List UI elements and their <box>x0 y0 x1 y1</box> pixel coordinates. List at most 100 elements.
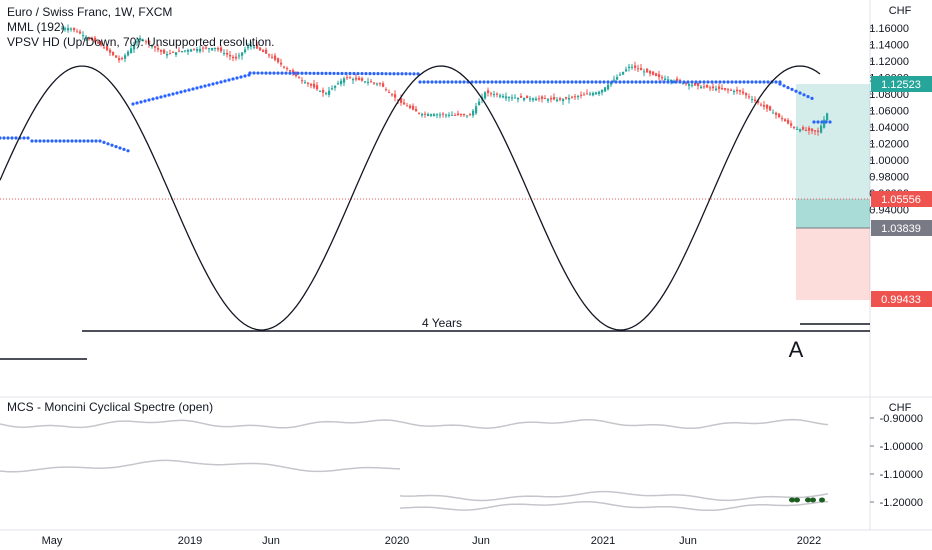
mml-dot <box>578 80 582 84</box>
candle-down <box>442 113 445 115</box>
candle-up <box>253 46 256 48</box>
candle-down <box>322 89 325 93</box>
candle-down <box>280 62 283 65</box>
mml-dot <box>256 71 260 75</box>
candle-up <box>514 97 517 99</box>
indicator-tick-label: -1.20000 <box>880 497 923 509</box>
mml-dot <box>782 84 786 88</box>
candle-down <box>454 114 457 116</box>
indicator-legend[interactable]: MCS - Moncini Cyclical Spectre (open) <box>7 400 214 414</box>
indicator-lines <box>0 418 829 512</box>
candle-down <box>802 127 805 130</box>
candle-up <box>622 71 625 75</box>
indicator-line-4 <box>399 500 829 512</box>
mml-dot <box>666 80 670 84</box>
candle-down <box>559 98 562 100</box>
candle-down <box>100 42 103 46</box>
candle-up <box>607 84 610 90</box>
mml-dot <box>642 80 646 84</box>
mml-dot <box>50 139 54 143</box>
mml-dot <box>264 71 268 75</box>
time-axis[interactable]: May 2019 Jun 2020 Jun 2021 Jun 2022 <box>42 535 822 547</box>
candle-down <box>73 27 76 31</box>
currency-label: CHF <box>889 5 912 17</box>
mml-dot <box>418 80 422 84</box>
svg-text:1.05556: 1.05556 <box>881 194 921 206</box>
candle-up <box>136 41 139 43</box>
candle-down <box>463 113 466 116</box>
mml-dot <box>171 92 175 96</box>
candle-down <box>232 56 235 59</box>
mml-dot <box>328 71 332 75</box>
mml-dot <box>816 120 820 124</box>
candle-up <box>556 99 559 102</box>
candle-down <box>766 104 769 109</box>
mml-dot <box>340 71 344 76</box>
candle-up <box>691 84 694 86</box>
candle-up <box>184 50 187 52</box>
mml-dot <box>522 80 526 84</box>
candle-down <box>580 94 583 96</box>
marker-a: A <box>789 337 804 362</box>
stop-zone[interactable] <box>796 228 870 300</box>
mml-dot <box>590 80 594 84</box>
symbol-title[interactable]: Euro / Swiss Franc, 1W, FXCM <box>7 5 173 19</box>
candle-up <box>517 97 520 100</box>
indicator-axis[interactable]: -0.90000 -1.00000 -1.10000 -1.20000 <box>870 413 923 509</box>
mml-dot <box>139 100 143 104</box>
candle-down <box>160 49 163 52</box>
mml-dot <box>26 136 30 140</box>
candle-down <box>388 92 391 94</box>
candle-up <box>592 92 595 96</box>
indicator-signal-dot <box>819 497 825 503</box>
candle-down <box>298 77 301 79</box>
mml-dot <box>718 80 722 84</box>
mml-dot <box>6 136 10 140</box>
mml-dot <box>746 80 750 84</box>
mml-legend[interactable]: MML (192) <box>7 20 65 34</box>
mml-dot <box>215 81 219 85</box>
mml-dot <box>163 94 167 98</box>
candle-up <box>604 87 607 92</box>
candle-down <box>538 98 541 100</box>
mml-dot <box>494 80 498 84</box>
candle-up <box>499 95 502 97</box>
mml-dot <box>211 82 215 86</box>
candle-down <box>724 88 727 90</box>
mml-dot <box>90 139 94 143</box>
target-zone[interactable] <box>796 84 870 228</box>
candle-down <box>307 82 310 84</box>
mml-dot <box>774 80 778 84</box>
mml-dot <box>114 145 118 149</box>
cycle-curve[interactable] <box>0 65 821 331</box>
candle-down <box>169 53 172 55</box>
mml-dot <box>78 139 82 143</box>
candle-down <box>718 86 721 89</box>
candle-down <box>262 50 265 53</box>
candle-down <box>781 118 784 120</box>
candle-up <box>598 91 601 94</box>
chart-legend[interactable]: Euro / Swiss Franc, 1W, FXCM MML (192) V… <box>7 5 274 50</box>
mml-dot <box>118 146 122 150</box>
candle-up <box>244 49 247 53</box>
mml-dot <box>706 80 710 84</box>
mml-dot <box>352 71 356 76</box>
mml-dot <box>742 80 746 84</box>
price-axis[interactable]: 1.160001.140001.120001.100001.080001.060… <box>869 23 909 217</box>
candle-down <box>79 31 82 34</box>
mml-dot <box>470 80 474 84</box>
vpsv-legend[interactable]: VPSV HD (Up/Down, 70): Unsupported resol… <box>7 35 275 49</box>
mml-dot <box>486 80 490 84</box>
candle-up <box>133 44 136 50</box>
mml-dot <box>662 80 666 84</box>
mml-dot <box>30 139 34 143</box>
mml-dot <box>98 139 102 143</box>
mml-dot <box>364 71 368 76</box>
mml-dot <box>654 80 658 84</box>
candle-down <box>145 41 148 43</box>
candle-down <box>316 85 319 90</box>
candle-up <box>130 48 133 54</box>
candle-up <box>427 114 430 116</box>
